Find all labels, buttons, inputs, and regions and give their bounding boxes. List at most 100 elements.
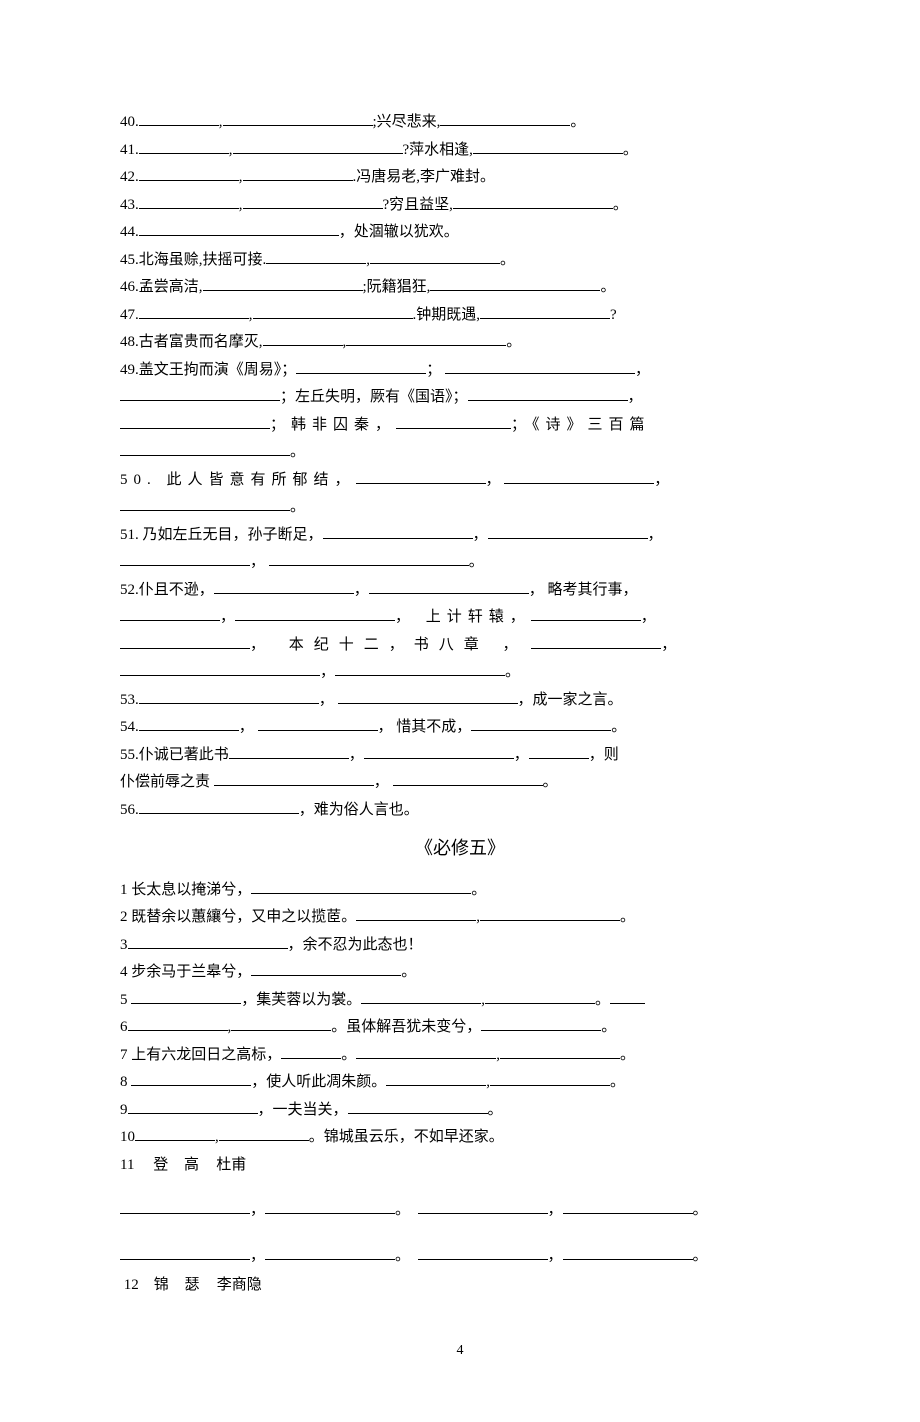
- q49-l2: ；左丘失明，厥有《国语》；，: [120, 385, 800, 411]
- p5-text-c: 。: [595, 992, 610, 1008]
- blank: [485, 988, 595, 1004]
- blank: [214, 578, 354, 594]
- blank: [243, 165, 353, 181]
- q43-text-b: ?穷且益坚,: [383, 197, 453, 213]
- q53-text-b: ，: [319, 692, 334, 708]
- q41-text-c: 。: [623, 142, 638, 158]
- p2-text-b: 。: [620, 909, 635, 925]
- blank: [418, 1244, 548, 1260]
- p4: 4 步余马于兰皋兮，。: [120, 960, 800, 986]
- p1-text-a: 1 长太息以掩涕兮，: [120, 882, 251, 898]
- p8-text-b: ，使人听此凋朱颜。: [251, 1074, 386, 1090]
- blank: [338, 688, 518, 704]
- p12-text-a: 12: [124, 1277, 139, 1293]
- p3-text-b: ，余不忍为此态也！: [288, 937, 423, 953]
- p11-l4: 。: [693, 1202, 708, 1218]
- p11-l3: ，: [548, 1202, 563, 1218]
- blank: [356, 905, 476, 921]
- comma: ，: [635, 362, 650, 378]
- q46-text-c: 。: [600, 279, 615, 295]
- p1-text-b: 。: [471, 882, 486, 898]
- p11-verse2: ，。 ，。: [120, 1244, 800, 1270]
- blank: [335, 660, 505, 676]
- blank: [120, 385, 280, 401]
- blank: [120, 1244, 250, 1260]
- blank: [120, 605, 220, 621]
- blank: [348, 1098, 488, 1114]
- q41-text-a: 41.: [120, 142, 139, 158]
- blank: [266, 248, 366, 264]
- q52-l2: ，， 上计轩辕，，: [120, 605, 800, 631]
- blank: [356, 1043, 496, 1059]
- q49-text-f: 。: [290, 444, 305, 460]
- blank: [346, 330, 506, 346]
- blank: [120, 440, 290, 456]
- q47-text-c: ?: [610, 307, 617, 323]
- q52-text-f: ，: [641, 609, 656, 625]
- q49-text-c: ；左丘失明，厥有《国语》；: [280, 389, 468, 405]
- blank: [128, 933, 288, 949]
- q51-l2: ， 。: [120, 550, 800, 576]
- blank: [531, 633, 661, 649]
- blank: [219, 1125, 309, 1141]
- q55-text-b: ，: [349, 747, 364, 763]
- p11-l5: ，: [250, 1248, 265, 1264]
- p7-text-b: 。: [341, 1047, 356, 1063]
- p11-l1: ，: [250, 1202, 265, 1218]
- p11-text-c: 杜甫: [216, 1157, 246, 1173]
- blank: [281, 1043, 341, 1059]
- blank: [453, 193, 613, 209]
- blank: [356, 468, 486, 484]
- p9-text-c: 。: [488, 1102, 503, 1118]
- comma: ，: [654, 472, 669, 488]
- q55-text-a: 55.仆诚已著此书: [120, 747, 229, 763]
- blank: [480, 905, 620, 921]
- blank: [251, 960, 401, 976]
- blank: [139, 220, 339, 236]
- q56: 56.，难为俗人言也。: [120, 798, 800, 824]
- blank: [265, 1198, 395, 1214]
- q50-text-c: 。: [290, 499, 305, 515]
- p8-text-a: 8: [120, 1074, 128, 1090]
- blank: [468, 385, 628, 401]
- q52-text-j: 。: [505, 664, 520, 680]
- blank: [418, 1198, 548, 1214]
- blank: [139, 110, 219, 126]
- q48: 48.古者富贵而名摩灭,,。: [120, 330, 800, 356]
- blank: [139, 165, 239, 181]
- q43-text-a: 43.: [120, 197, 139, 213]
- p11-verse1: ，。 ，。: [120, 1198, 800, 1224]
- q54: 54.， ， 惜其不成，。: [120, 715, 800, 741]
- q53-text-c: ，成一家之言。: [518, 692, 623, 708]
- blank: [139, 688, 319, 704]
- p10-text-a: 10: [120, 1129, 135, 1145]
- p6: 6,。虽体解吾犹未变兮，。: [120, 1015, 800, 1041]
- blank: [214, 770, 374, 786]
- blank: [488, 523, 648, 539]
- q52-l1: 52.仆且不逊，，， 略考其行事，: [120, 578, 800, 604]
- p5-text-a: 5: [120, 992, 128, 1008]
- q50-l1: 50. 此人皆意有所郁结，， ，: [120, 468, 800, 494]
- q41-text-b: ?萍水相逢,: [403, 142, 473, 158]
- blank: [361, 988, 481, 1004]
- p8-text-c: 。: [610, 1074, 625, 1090]
- blank: [364, 743, 514, 759]
- blank: [369, 578, 529, 594]
- q54-text-d: 。: [611, 719, 626, 735]
- q47-text-b: .钟期既遇,: [413, 307, 481, 323]
- blank: [120, 550, 250, 566]
- p2: 2 既替余以蕙纕兮，又申之以揽茝。,。: [120, 905, 800, 931]
- blank: [430, 275, 600, 291]
- p8: 8 ，使人听此凋朱颜。,。: [120, 1070, 800, 1096]
- blank: [120, 413, 270, 429]
- q47: 47.,.钟期既遇,?: [120, 303, 800, 329]
- p7-text-a: 7 上有六龙回日之高标，: [120, 1047, 281, 1063]
- p11-l8: 。: [693, 1248, 708, 1264]
- q55-l1: 55.仆诚已著此书，，，则: [120, 743, 800, 769]
- q45-text-a: 45.北海虽赊,扶摇可接.: [120, 252, 266, 268]
- q50-text-a: 50. 此人皆意有所郁结，: [120, 472, 356, 488]
- page-content: 40.,;兴尽悲来,。 41.,?萍水相逢,。 42.,.冯唐易老,李广难封。 …: [0, 0, 920, 1422]
- blank: [139, 193, 239, 209]
- blank: [139, 798, 299, 814]
- q47-text-a: 47.: [120, 307, 139, 323]
